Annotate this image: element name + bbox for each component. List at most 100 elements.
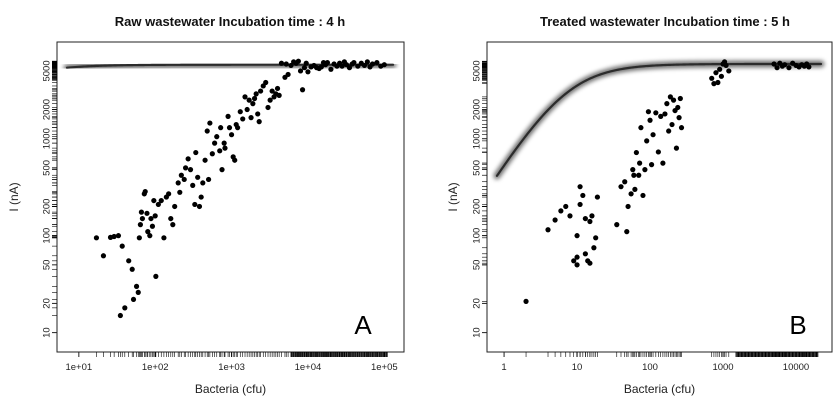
data-point [645, 109, 652, 115]
data-point [593, 235, 599, 241]
data-point [361, 62, 368, 69]
data-point [240, 116, 246, 122]
y-rug [52, 60, 57, 316]
data-point [177, 189, 183, 195]
x-tick-label: 1e+01 [65, 362, 92, 373]
data-point [660, 160, 666, 166]
data-point [552, 217, 558, 223]
data-point [670, 97, 677, 103]
data-point [130, 296, 137, 303]
data-point [136, 235, 142, 241]
data-point [170, 222, 176, 228]
x-tick-label: 1e+03 [218, 362, 245, 373]
data-point [574, 254, 580, 260]
data-point [558, 208, 564, 214]
data-point [237, 109, 243, 115]
data-point [93, 235, 100, 241]
data-point [563, 203, 569, 210]
data-point [589, 213, 595, 219]
data-point [137, 222, 143, 228]
data-point [545, 227, 551, 233]
data-point [622, 179, 628, 185]
data-point [187, 167, 194, 173]
data-point [145, 229, 151, 235]
data-point [653, 110, 659, 116]
x-rug [525, 352, 819, 357]
x-tick-label: 10000 [783, 362, 809, 373]
data-point [577, 201, 583, 208]
data-point [806, 64, 812, 70]
data-point [709, 75, 715, 81]
data-point [250, 101, 256, 107]
data-point [152, 213, 158, 219]
data-point [147, 233, 153, 239]
data-point [587, 260, 593, 266]
data-point [129, 266, 135, 272]
y-tick-label: 200 [472, 199, 483, 215]
data-point [205, 176, 212, 183]
data-point [726, 68, 732, 74]
data-point [723, 62, 729, 69]
data-point [303, 60, 309, 66]
data-point [274, 85, 281, 92]
y-tick-label: 20 [42, 298, 53, 309]
y-tick-label: 500 [472, 160, 483, 176]
data-point [178, 172, 184, 178]
data-point [580, 192, 586, 199]
data-point [218, 125, 224, 131]
data-point [168, 215, 174, 222]
data-point [161, 235, 167, 241]
data-point [276, 92, 282, 98]
data-point [256, 119, 262, 125]
data-point [122, 305, 128, 311]
data-point [244, 106, 250, 113]
data-point [226, 125, 233, 131]
data-point [204, 128, 210, 134]
data-point [138, 209, 145, 215]
data-point [644, 138, 650, 144]
data-point [640, 192, 646, 199]
data-point [655, 149, 661, 155]
data-point [253, 91, 259, 97]
data-point [675, 104, 681, 111]
data-point [285, 71, 291, 78]
data-point [193, 149, 199, 156]
data-point [207, 120, 213, 126]
y-tick-label: 2000 [42, 99, 53, 120]
data-point [633, 149, 639, 156]
chart-title: Raw wastewater Incubation time : 4 h [115, 14, 345, 29]
data-point [288, 62, 294, 69]
data-point [567, 213, 573, 219]
y-tick-label: 1000 [472, 128, 483, 149]
plot-frame [56, 41, 405, 353]
x-tick-label: 1e+02 [142, 362, 169, 373]
data-point [151, 197, 157, 204]
fit-curve-band [493, 60, 825, 180]
data-point [144, 210, 150, 216]
data-point [346, 65, 353, 71]
data-point [677, 95, 683, 102]
data-point [217, 148, 223, 154]
x-axis-label: Bacteria (cfu) [624, 382, 695, 396]
data-point [181, 176, 187, 183]
x-tick-label: 1e+04 [295, 362, 322, 373]
data-point [339, 63, 345, 69]
data-point [133, 283, 140, 289]
data-point [305, 69, 311, 75]
data-point [782, 62, 788, 68]
data-point [638, 125, 644, 131]
data-point [139, 215, 146, 222]
plot-frame [486, 41, 833, 353]
data-point [225, 113, 231, 119]
data-point [126, 258, 132, 264]
data-point [212, 140, 218, 146]
data-point [625, 203, 631, 210]
data-point [650, 132, 656, 138]
data-point [713, 70, 719, 76]
data-point [202, 157, 208, 163]
x-axis-label: Bacteria (cfu) [195, 382, 266, 396]
data-point [587, 218, 593, 225]
chart-title: Treated wastewater Incubation time : 5 h [540, 14, 790, 29]
data-point [614, 222, 620, 228]
x-tick-label: 1e+05 [371, 362, 398, 373]
